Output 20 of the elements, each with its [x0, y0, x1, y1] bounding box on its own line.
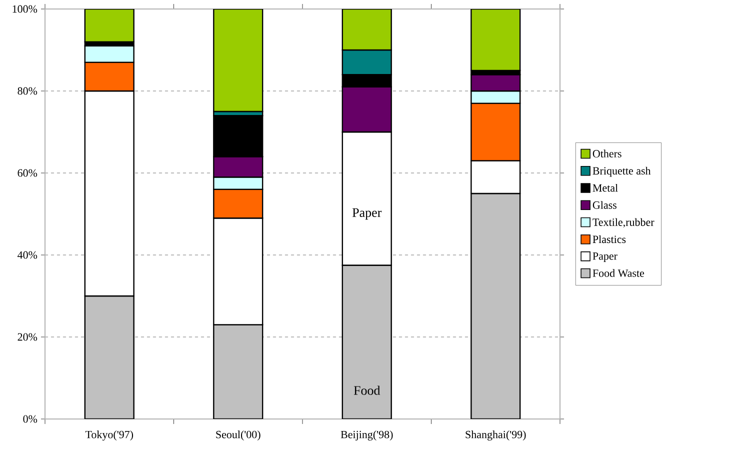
y-tick-label: 80%	[18, 87, 38, 95]
legend-label: Others	[592, 150, 622, 158]
legend-label: Paper	[592, 252, 618, 262]
x-tick-label: Beijing('98)	[340, 430, 393, 441]
y-tick-label: 20%	[18, 333, 38, 341]
annotation: Food	[354, 386, 380, 395]
y-tick-label: 60%	[18, 169, 38, 177]
y-tick-label: 100%	[12, 5, 38, 13]
legend-label: Food Waste	[592, 269, 644, 277]
x-tick-label: Tokyo('97)	[85, 430, 134, 441]
legend-label: Textile,rubber	[592, 218, 654, 228]
legend-label: Plastics	[592, 235, 626, 244]
annotation: Paper	[352, 208, 382, 220]
y-tick-label: 0%	[23, 415, 38, 423]
legend-label: Glass	[592, 201, 616, 209]
x-tick-label: Shanghai('99)	[466, 430, 526, 441]
x-tick-label: Seoul('00)	[216, 430, 260, 440]
legend-label: Metal	[592, 184, 618, 192]
legend-label: Briquette ash	[592, 166, 651, 177]
y-tick-label: 40%	[18, 251, 38, 259]
